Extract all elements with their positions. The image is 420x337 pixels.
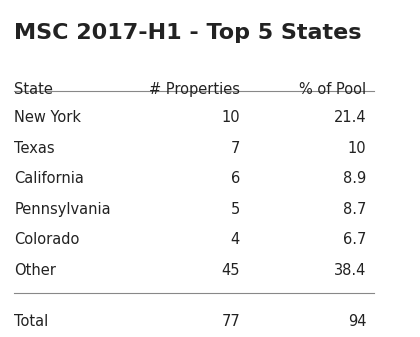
Text: Other: Other bbox=[14, 263, 56, 278]
Text: 10: 10 bbox=[348, 141, 366, 156]
Text: 8.9: 8.9 bbox=[343, 172, 366, 186]
Text: 77: 77 bbox=[221, 314, 240, 329]
Text: New York: New York bbox=[14, 111, 81, 125]
Text: California: California bbox=[14, 172, 84, 186]
Text: 21.4: 21.4 bbox=[334, 111, 366, 125]
Text: 94: 94 bbox=[348, 314, 366, 329]
Text: Texas: Texas bbox=[14, 141, 55, 156]
Text: 10: 10 bbox=[221, 111, 240, 125]
Text: 6.7: 6.7 bbox=[343, 233, 366, 247]
Text: 7: 7 bbox=[231, 141, 240, 156]
Text: 5: 5 bbox=[231, 202, 240, 217]
Text: 6: 6 bbox=[231, 172, 240, 186]
Text: 45: 45 bbox=[221, 263, 240, 278]
Text: MSC 2017-H1 - Top 5 States: MSC 2017-H1 - Top 5 States bbox=[14, 23, 362, 43]
Text: 38.4: 38.4 bbox=[334, 263, 366, 278]
Text: # Properties: # Properties bbox=[149, 82, 240, 97]
Text: 8.7: 8.7 bbox=[343, 202, 366, 217]
Text: State: State bbox=[14, 82, 53, 97]
Text: Total: Total bbox=[14, 314, 48, 329]
Text: 4: 4 bbox=[231, 233, 240, 247]
Text: Pennsylvania: Pennsylvania bbox=[14, 202, 111, 217]
Text: Colorado: Colorado bbox=[14, 233, 80, 247]
Text: % of Pool: % of Pool bbox=[299, 82, 366, 97]
